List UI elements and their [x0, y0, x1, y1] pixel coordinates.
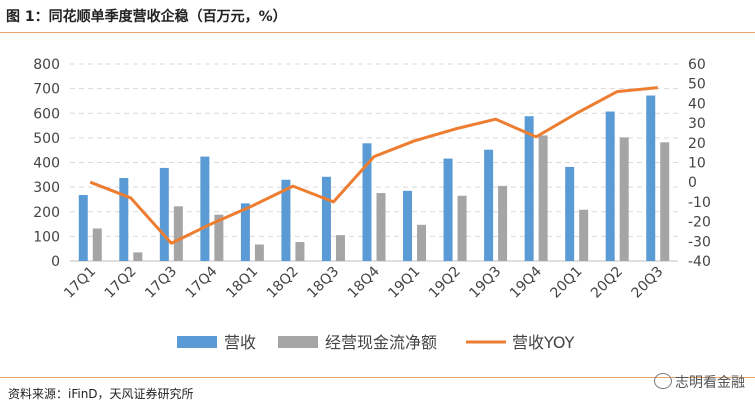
- cashflow-bar: [498, 185, 508, 261]
- revenue-bar: [605, 111, 615, 262]
- cashflow-bars: [92, 135, 670, 261]
- cashflow-bar: [457, 195, 467, 261]
- left-tick-label: 300: [33, 180, 60, 196]
- x-tick-label: 19Q3: [466, 264, 504, 302]
- cashflow-bar: [619, 137, 629, 261]
- gridlines: [70, 63, 678, 262]
- x-tick-label: 17Q2: [102, 264, 140, 302]
- revenue-bar: [362, 143, 372, 261]
- watermark: 志明看金融: [654, 372, 745, 392]
- x-tick-label: 18Q4: [345, 263, 383, 301]
- left-axis-ticks: 0 100 200 300 400 500 600 700 800: [33, 57, 60, 270]
- revenue-bar: [403, 190, 413, 261]
- x-tick-label: 19Q4: [507, 263, 545, 301]
- x-tick-label: 18Q2: [264, 264, 302, 302]
- cashflow-bar: [579, 209, 589, 261]
- right-tick-label: -20: [688, 215, 711, 231]
- revenue-bar: [119, 178, 129, 261]
- cashflow-bar: [133, 252, 143, 261]
- watermark-text: 志明看金融: [675, 375, 745, 391]
- cashflow-bar: [538, 135, 548, 261]
- x-tick-label: 17Q1: [61, 264, 99, 302]
- left-tick-label: 800: [33, 57, 60, 73]
- x-tick-label: 20Q2: [588, 264, 626, 302]
- bottom-rule: [0, 377, 755, 378]
- right-tick-label: -10: [688, 195, 711, 211]
- revenue-bar: [484, 149, 494, 261]
- legend-label-yoy: 营收YOY: [512, 333, 575, 352]
- revenue-bar: [524, 116, 534, 261]
- legend-label-cashflow: 经营现金流净额: [325, 333, 437, 352]
- right-tick-label: 0: [688, 175, 697, 191]
- cashflow-bar: [214, 214, 224, 261]
- x-tick-label: 17Q3: [142, 264, 180, 302]
- x-tick-label: 17Q4: [183, 263, 221, 301]
- right-tick-label: 40: [688, 96, 706, 112]
- x-tick-label: 18Q1: [223, 264, 261, 302]
- wechat-icon: [654, 373, 672, 389]
- right-tick-label: -40: [688, 254, 711, 270]
- cashflow-bar: [660, 142, 670, 261]
- cashflow-bar: [92, 228, 102, 261]
- left-tick-label: 100: [33, 229, 60, 245]
- revenue-bar: [443, 158, 453, 261]
- cashflow-bar: [254, 244, 264, 261]
- left-tick-label: 200: [33, 205, 60, 221]
- x-tick-label: 19Q2: [426, 264, 464, 302]
- x-tick-label: 20Q3: [629, 264, 667, 302]
- figure-title: 图 1：同花顺单季度营收企稳（百万元，%）: [6, 9, 287, 25]
- revenue-bar: [281, 179, 291, 261]
- left-tick-label: 700: [33, 82, 60, 98]
- revenue-bars: [78, 95, 656, 262]
- right-tick-label: 20: [688, 136, 706, 152]
- cashflow-bar: [335, 235, 345, 261]
- cashflow-bar: [417, 224, 427, 261]
- legend: 营收 经营现金流净额 营收YOY: [177, 333, 575, 352]
- source-note: 资料来源：iFinD，天风证券研究所: [8, 387, 194, 401]
- yoy-line-series: [89, 86, 658, 245]
- right-tick-label: 30: [688, 116, 706, 132]
- left-tick-label: 500: [33, 131, 60, 147]
- revenue-bar: [240, 203, 250, 261]
- legend-swatch-cashflow: [278, 336, 318, 348]
- left-tick-label: 400: [33, 156, 60, 172]
- left-tick-label: 0: [51, 254, 60, 270]
- x-tick-label: 20Q1: [547, 264, 585, 302]
- right-tick-label: 50: [688, 77, 706, 93]
- revenue-bar: [646, 95, 656, 262]
- x-axis-labels: 17Q1 17Q2 17Q3 17Q4 18Q1 18Q2 18Q3 18Q4 19Q1 19Q2…: [61, 263, 666, 301]
- revenue-bar: [321, 176, 331, 261]
- right-tick-label: 10: [688, 156, 706, 172]
- cashflow-bar: [295, 242, 305, 261]
- x-tick-label: 18Q3: [304, 264, 342, 302]
- left-tick-label: 600: [33, 106, 60, 122]
- revenue-bar: [565, 166, 575, 261]
- top-rule: [0, 32, 755, 33]
- legend-label-revenue: 营收: [224, 333, 256, 352]
- cashflow-bar: [376, 193, 386, 261]
- cashflow-bar: [173, 206, 183, 261]
- revenue-bar: [159, 167, 169, 261]
- legend-swatch-revenue: [177, 336, 217, 348]
- revenue-bar: [200, 156, 210, 261]
- right-tick-label: -30: [688, 234, 711, 250]
- x-tick-label: 19Q1: [385, 264, 423, 302]
- right-axis-ticks: -40 -30 -20 -10 0 10 20 30 40 50 60: [688, 57, 711, 270]
- revenue-bar: [78, 195, 88, 261]
- right-tick-label: 60: [688, 57, 706, 73]
